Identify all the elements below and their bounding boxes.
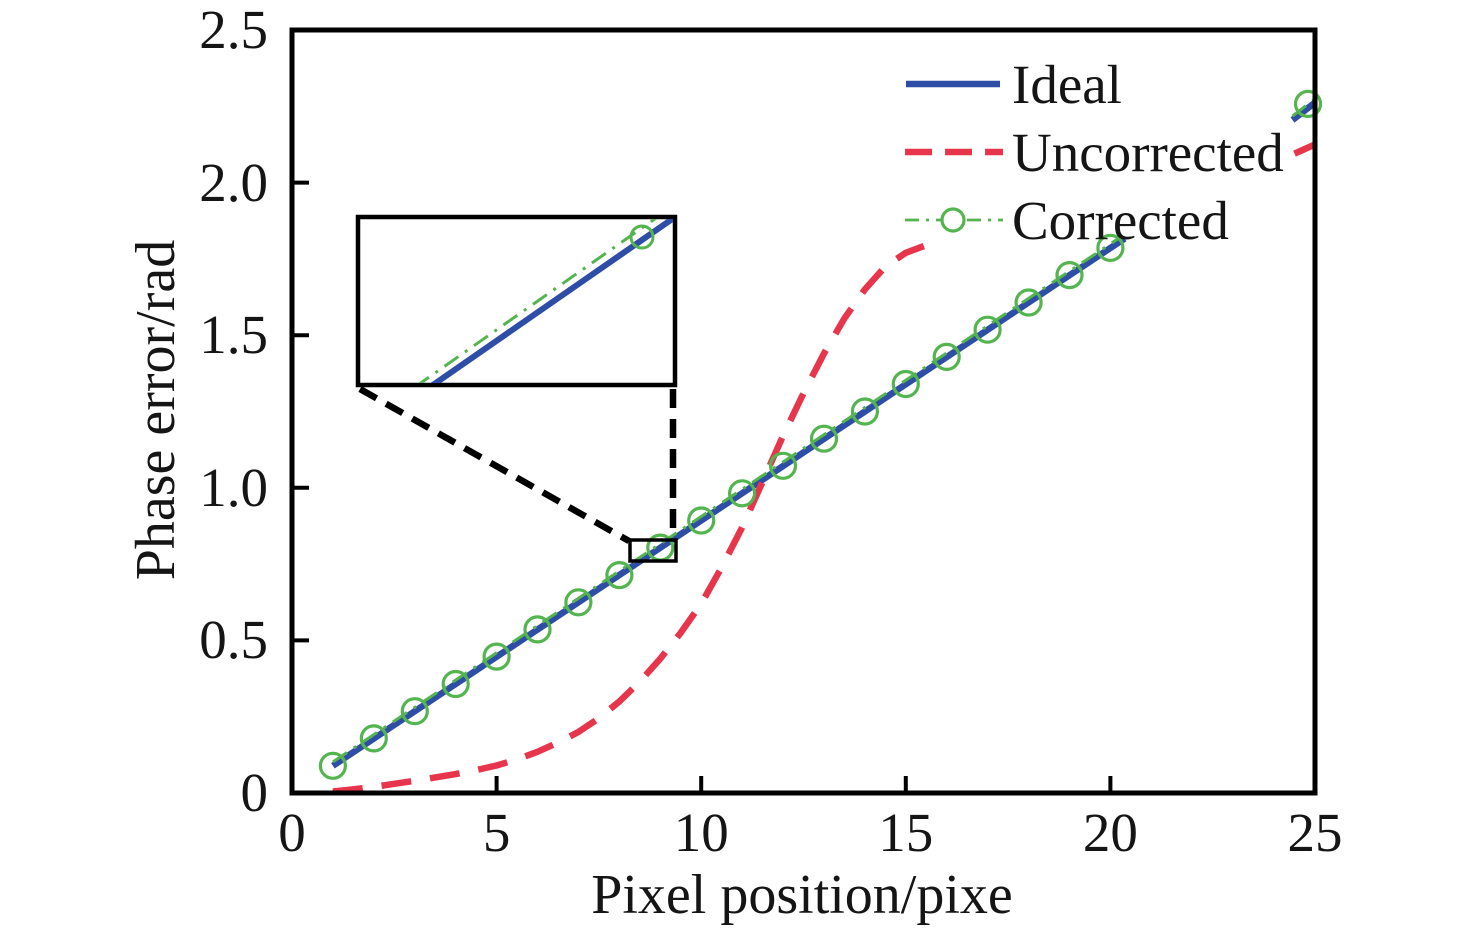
series-corrected-marker-circle bbox=[850, 397, 880, 426]
series-corrected-marker-circle bbox=[727, 479, 757, 508]
legend-swatch-dashdot-circle-icon bbox=[905, 207, 1003, 233]
series-corrected-marker-circle bbox=[809, 424, 839, 453]
y-tick-label: 2.5 bbox=[199, 0, 268, 60]
inset-ideal-line bbox=[430, 219, 673, 383]
series-corrected-marker-circle bbox=[318, 751, 347, 780]
y-tick-label: 1.5 bbox=[199, 304, 268, 366]
series-ideal-line bbox=[1290, 100, 1317, 123]
zoom-source-box bbox=[628, 538, 678, 563]
series-uncorrected-line bbox=[332, 240, 932, 795]
series-corrected-marker-circle bbox=[891, 369, 920, 399]
x-tick-label: 0 bbox=[278, 802, 306, 863]
series-corrected-marker-circle bbox=[973, 315, 1002, 344]
inset-box bbox=[355, 214, 678, 388]
plot-border bbox=[289, 27, 1318, 796]
legend-label-corrected: Corrected bbox=[1012, 189, 1229, 251]
series-corrected-marker-circle bbox=[482, 642, 511, 671]
series-corrected-marker-circle bbox=[1293, 89, 1323, 119]
y-tick-label: 0.5 bbox=[199, 609, 268, 671]
series-corrected-marker-circle bbox=[1014, 288, 1043, 317]
series-corrected-marker-circle bbox=[564, 588, 593, 617]
legend-item-uncorrected: Uncorrected bbox=[903, 118, 1284, 186]
series-corrected-marker-circle bbox=[1055, 261, 1084, 290]
series-corrected-marker-circle bbox=[768, 451, 798, 480]
series-corrected-marker-circle bbox=[441, 669, 470, 699]
x-tick-label: 5 bbox=[482, 802, 511, 863]
legend-label-ideal: Ideal bbox=[1012, 53, 1122, 115]
y-tick-label: 2.0 bbox=[199, 151, 268, 213]
inset-corrected-line bbox=[418, 219, 658, 383]
series-corrected-marker-circle bbox=[1096, 233, 1125, 262]
y-tick-label: 1.0 bbox=[199, 456, 268, 518]
series-uncorrected-line bbox=[1293, 141, 1317, 157]
series-corrected-marker-circle bbox=[687, 506, 716, 535]
series-corrected-marker-circle bbox=[400, 697, 429, 726]
series-corrected-marker-circle bbox=[605, 560, 634, 590]
x-axis-label: Pixel position/pixe bbox=[591, 864, 1013, 926]
series-corrected-marker-circle bbox=[359, 724, 388, 753]
series-corrected-line bbox=[1291, 97, 1316, 118]
x-tick-label: 15 bbox=[878, 802, 934, 863]
legend-item-corrected: Corrected bbox=[903, 186, 1229, 254]
series-corrected-marker-circle bbox=[932, 342, 961, 371]
x-tick-label: 10 bbox=[673, 802, 729, 863]
legend-item-ideal: Ideal bbox=[903, 50, 1122, 118]
legend-label-uncorrected: Uncorrected bbox=[1012, 121, 1284, 183]
series-corrected-marker-circle bbox=[523, 615, 552, 644]
inset-corrected-marker-circle bbox=[629, 224, 655, 250]
y-tick-label: 0 bbox=[240, 762, 269, 823]
legend-swatch-dashed-line-icon bbox=[905, 148, 1003, 156]
x-tick-label: 20 bbox=[1082, 802, 1138, 863]
inset-content bbox=[418, 219, 673, 383]
x-tick-label: 25 bbox=[1287, 802, 1343, 863]
inset-connector-left bbox=[358, 386, 631, 544]
legend-swatch-ideal-line-icon bbox=[906, 80, 1000, 88]
